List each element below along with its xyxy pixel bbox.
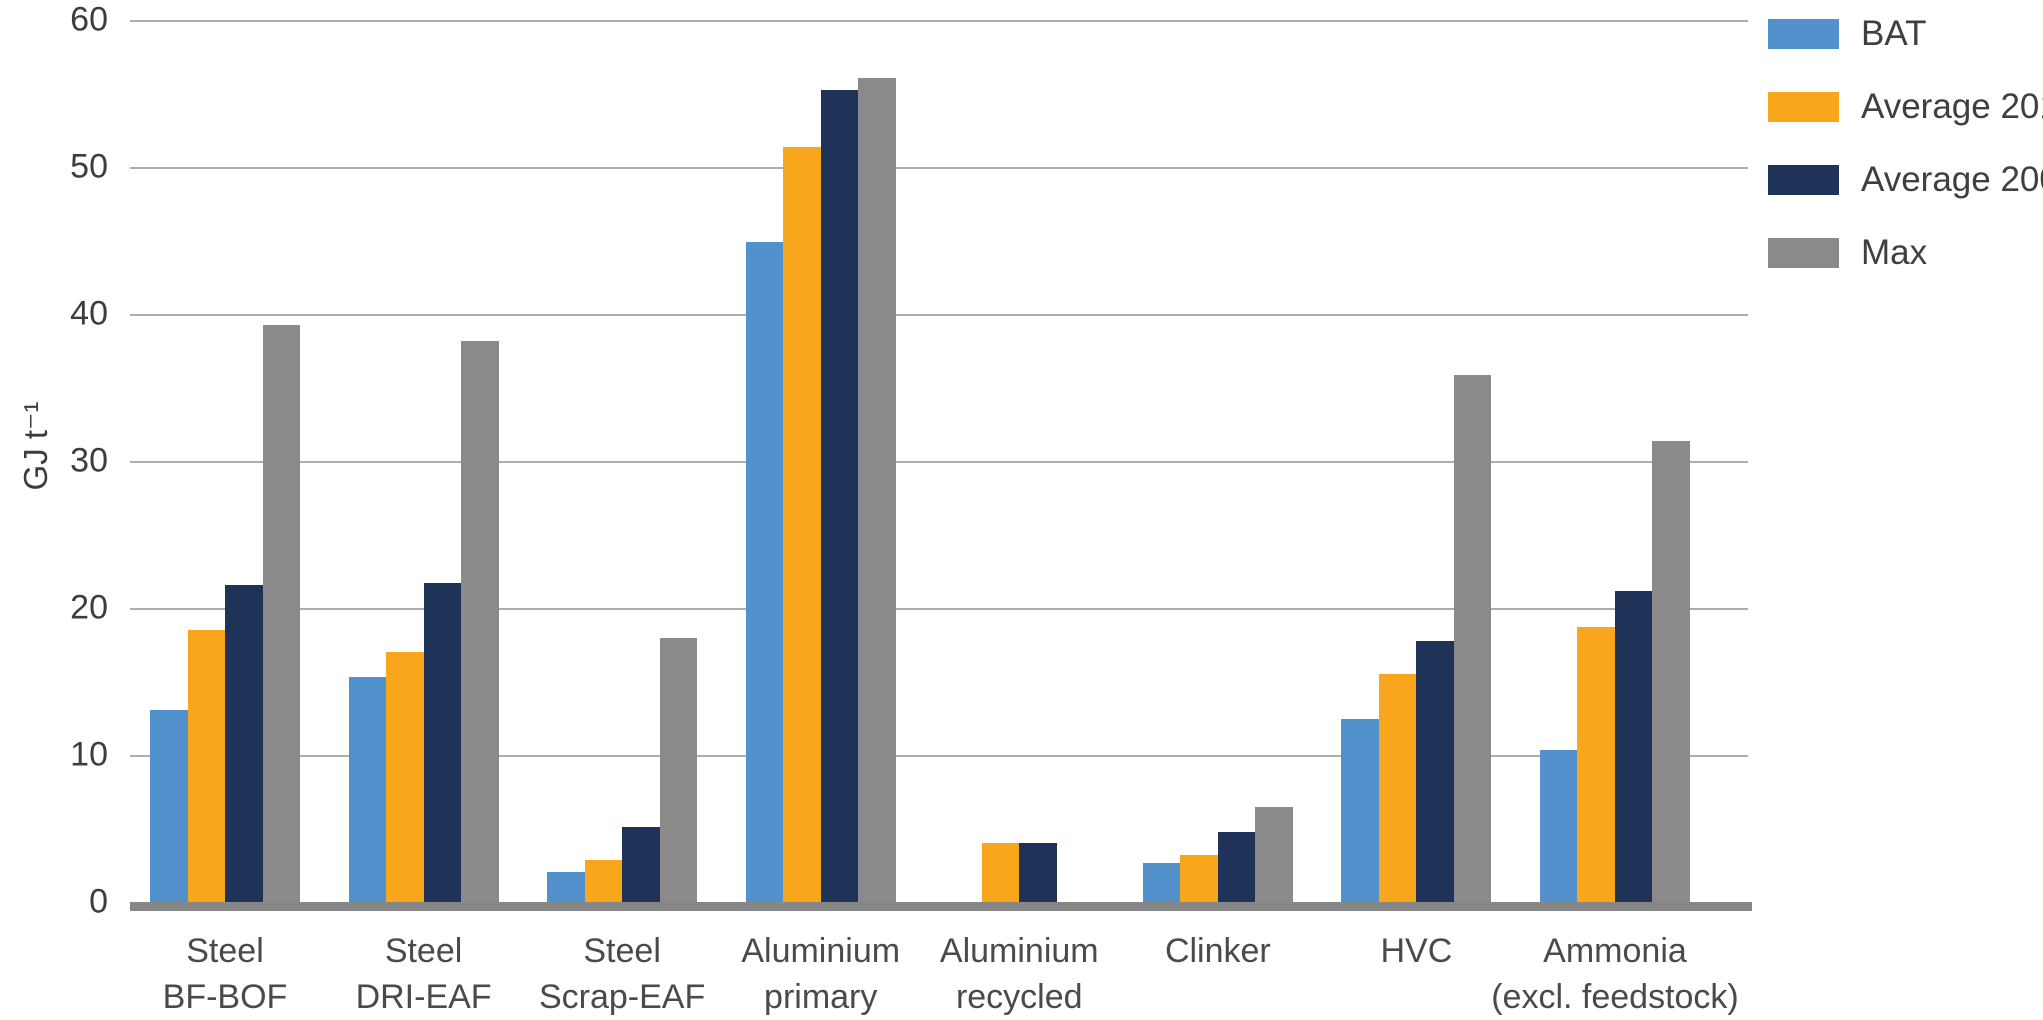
bar-group-0	[150, 325, 300, 903]
gridline-20	[130, 608, 1748, 610]
legend-item-max: Max	[1768, 233, 2043, 273]
bar-bat	[150, 710, 188, 903]
bar-bat	[1539, 750, 1578, 903]
bar-max	[1453, 375, 1492, 903]
bar-group-5	[1142, 807, 1293, 903]
bar-average-2018	[1378, 673, 1417, 903]
bar-group-7	[1539, 441, 1690, 903]
y-tick-label-20: 20	[70, 588, 108, 627]
y-tick-label-10: 10	[70, 735, 108, 774]
bar-average-2018	[386, 651, 424, 903]
legend-swatch	[1768, 92, 1839, 122]
bar-max	[858, 78, 896, 903]
legend-label: Average 2018	[1861, 87, 2043, 126]
bar-average-2000	[1614, 591, 1653, 903]
gridline-60	[130, 20, 1748, 22]
bar-average-2018	[783, 147, 821, 903]
bar-group-4	[944, 842, 1094, 903]
gridline-10	[130, 755, 1748, 757]
bar-average-2000	[1217, 832, 1256, 903]
bar-bat	[348, 676, 387, 903]
y-tick-label-40: 40	[70, 294, 108, 333]
legend-item-bat: BAT	[1768, 14, 2043, 54]
y-tick-label-60: 60	[70, 0, 108, 39]
bar-group-1	[348, 341, 499, 903]
bar-average-2018	[584, 860, 623, 903]
x-axis-label-3: Aluminium primary	[741, 932, 901, 1016]
x-axis-label-2: Steel Scrap-EAF	[538, 932, 706, 1016]
gridline-30	[130, 461, 1748, 463]
bar-bat	[547, 872, 585, 903]
bar-bat	[1341, 719, 1379, 903]
x-axis-baseline	[130, 902, 1752, 911]
legend-swatch	[1768, 19, 1839, 49]
bar-bat	[745, 241, 784, 903]
bar-max	[1652, 441, 1690, 903]
bar-average-2000	[423, 582, 462, 903]
bar-max	[1255, 807, 1293, 903]
x-axis-label-4: Aluminium recycled	[939, 932, 1099, 1016]
x-axis-label-0: Steel BF-BOF	[162, 932, 288, 1016]
bar-average-2018	[1577, 626, 1615, 903]
bar-average-2000	[1416, 641, 1454, 903]
bar-average-2000	[820, 90, 859, 903]
legend-label: Max	[1861, 233, 1928, 272]
bar-max	[659, 638, 698, 903]
x-axis-label-7: Ammonia (excl. feedstock)	[1491, 932, 1739, 1016]
bar-group-3	[745, 78, 896, 903]
legend-item-average-2000: Average 2000	[1768, 160, 2043, 200]
bar-average-2018	[187, 629, 225, 903]
bar-average-2000	[225, 585, 263, 903]
y-tick-label-0: 0	[89, 882, 108, 921]
bar-bat	[1142, 863, 1181, 903]
y-tick-label-50: 50	[70, 147, 108, 186]
gridline-40	[130, 314, 1748, 316]
y-tick-label-30: 30	[70, 441, 108, 480]
bar-average-2018	[1180, 854, 1218, 903]
x-axis-label-5: Clinker	[1164, 932, 1271, 970]
legend: BAT Average 2018 Average 2000 Max	[1768, 14, 2043, 273]
bar-max	[262, 325, 300, 903]
legend-swatch	[1768, 165, 1839, 195]
legend-item-average-2018: Average 2018	[1768, 87, 2043, 127]
bar-group-2	[547, 638, 698, 903]
gridline-50	[130, 167, 1748, 169]
bar-average-2000	[1019, 842, 1057, 903]
legend-label: BAT	[1861, 14, 1927, 53]
bar-group-6	[1341, 375, 1492, 903]
legend-label: Average 2000	[1861, 160, 2043, 199]
x-axis-label-6: HVC	[1380, 932, 1453, 970]
bar-average-2000	[622, 826, 660, 903]
bar-max	[461, 341, 499, 903]
x-axis-label-1: Steel DRI-EAF	[355, 932, 492, 1016]
bar-average-2018	[981, 842, 1020, 903]
legend-swatch	[1768, 238, 1839, 268]
